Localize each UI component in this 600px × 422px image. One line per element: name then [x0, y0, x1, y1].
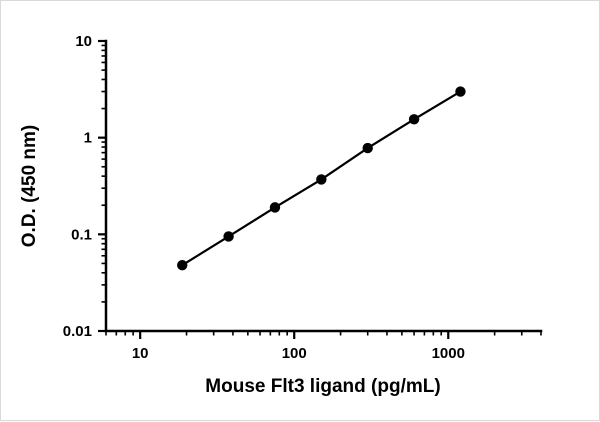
y-tick-label: 1 — [84, 130, 92, 147]
y-tick-label: 10 — [75, 33, 92, 50]
x-tick-label: 100 — [282, 345, 307, 362]
data-point — [408, 114, 420, 125]
data-point — [269, 202, 281, 213]
axes-lines — [104, 39, 543, 333]
data-point — [177, 259, 188, 271]
y-axis-title: O.D. (450 nm) — [19, 125, 40, 247]
x-tick-label: 10 — [132, 345, 149, 362]
data-point — [223, 231, 234, 242]
data-point — [362, 142, 373, 154]
x-axis-title: Mouse Flt3 ligand (pg/mL) — [205, 376, 440, 397]
data-point — [316, 174, 327, 185]
y-tick-label: 0.01 — [63, 323, 92, 340]
data-point — [455, 86, 466, 97]
x-tick-label: 1000 — [432, 345, 465, 362]
y-tick-label: 0.1 — [71, 226, 92, 243]
